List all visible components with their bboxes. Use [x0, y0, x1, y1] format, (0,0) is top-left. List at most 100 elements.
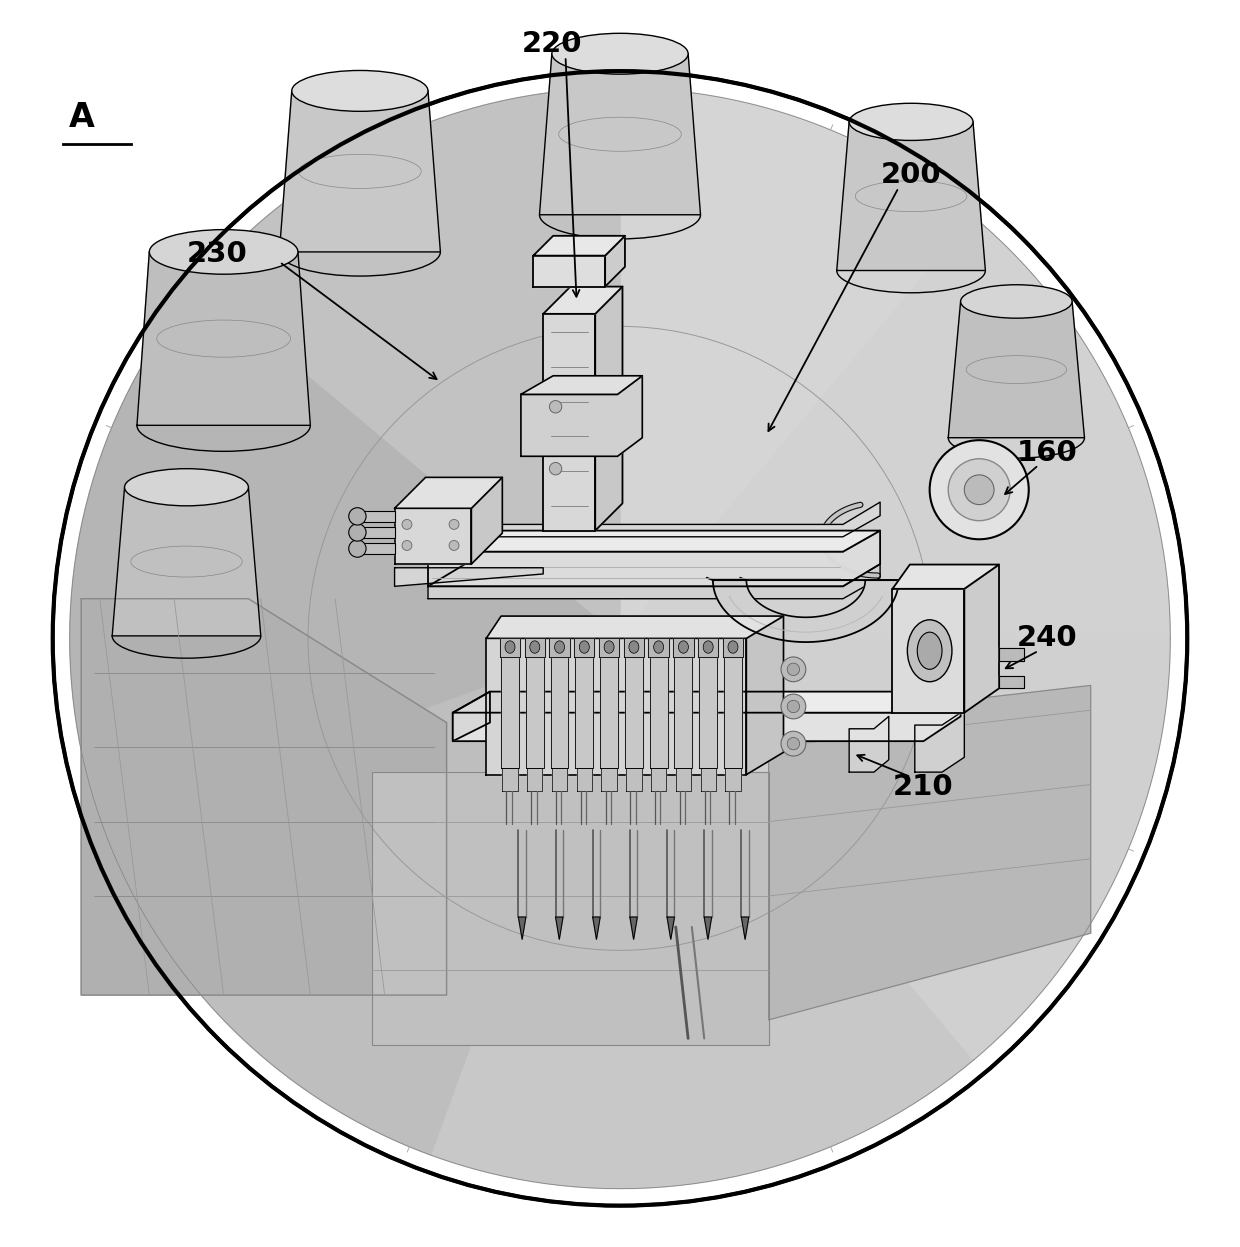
Polygon shape: [599, 638, 619, 657]
Polygon shape: [624, 638, 644, 657]
Polygon shape: [893, 589, 965, 713]
Polygon shape: [394, 478, 502, 509]
Polygon shape: [595, 287, 622, 531]
Polygon shape: [357, 542, 394, 554]
Polygon shape: [428, 503, 880, 536]
Polygon shape: [551, 657, 568, 768]
Polygon shape: [649, 638, 668, 657]
Polygon shape: [725, 768, 740, 791]
Ellipse shape: [149, 229, 298, 274]
Circle shape: [781, 657, 806, 682]
Polygon shape: [357, 527, 394, 537]
Polygon shape: [746, 616, 784, 774]
Polygon shape: [723, 638, 743, 657]
Ellipse shape: [348, 508, 366, 525]
Polygon shape: [521, 375, 642, 456]
Polygon shape: [428, 531, 880, 586]
Polygon shape: [518, 917, 526, 939]
Polygon shape: [556, 917, 563, 939]
Ellipse shape: [961, 284, 1073, 318]
Text: 220: 220: [522, 30, 582, 57]
Polygon shape: [501, 657, 518, 768]
Polygon shape: [525, 638, 544, 657]
Polygon shape: [724, 657, 742, 768]
Polygon shape: [521, 375, 642, 394]
Text: 160: 160: [1017, 439, 1078, 466]
Polygon shape: [533, 236, 625, 256]
Ellipse shape: [849, 104, 973, 141]
Polygon shape: [577, 768, 591, 791]
Polygon shape: [543, 287, 622, 314]
Polygon shape: [698, 638, 718, 657]
Polygon shape: [620, 217, 1171, 638]
Polygon shape: [620, 89, 973, 638]
Polygon shape: [949, 302, 1085, 438]
Circle shape: [781, 695, 806, 718]
Polygon shape: [601, 768, 616, 791]
Polygon shape: [837, 122, 986, 271]
Polygon shape: [198, 89, 620, 638]
Ellipse shape: [124, 469, 248, 506]
Ellipse shape: [629, 641, 639, 653]
Polygon shape: [81, 599, 446, 995]
Polygon shape: [69, 284, 620, 827]
Circle shape: [781, 731, 806, 756]
Polygon shape: [893, 565, 999, 589]
Polygon shape: [453, 692, 961, 741]
Circle shape: [402, 520, 412, 530]
Circle shape: [949, 459, 1011, 521]
Text: 200: 200: [880, 161, 941, 190]
Circle shape: [549, 463, 562, 475]
Polygon shape: [428, 531, 880, 551]
Ellipse shape: [908, 620, 952, 682]
Polygon shape: [600, 657, 618, 768]
Circle shape: [549, 400, 562, 413]
Ellipse shape: [505, 641, 515, 653]
Polygon shape: [675, 657, 692, 768]
Circle shape: [787, 663, 800, 676]
Ellipse shape: [703, 641, 713, 653]
Polygon shape: [453, 692, 961, 713]
Polygon shape: [676, 768, 691, 791]
Polygon shape: [428, 564, 880, 599]
Circle shape: [449, 520, 459, 530]
Polygon shape: [500, 638, 520, 657]
Polygon shape: [650, 657, 667, 768]
Ellipse shape: [552, 34, 688, 74]
Polygon shape: [527, 768, 542, 791]
Polygon shape: [626, 768, 641, 791]
Polygon shape: [667, 917, 675, 939]
Polygon shape: [965, 565, 999, 713]
Ellipse shape: [918, 632, 942, 670]
Polygon shape: [279, 91, 440, 252]
Polygon shape: [625, 657, 642, 768]
Circle shape: [930, 440, 1029, 539]
Polygon shape: [999, 648, 1024, 661]
Polygon shape: [539, 54, 701, 214]
Ellipse shape: [348, 540, 366, 557]
Ellipse shape: [604, 641, 614, 653]
Polygon shape: [432, 638, 973, 1188]
Polygon shape: [620, 638, 1171, 1060]
Ellipse shape: [529, 641, 539, 653]
Polygon shape: [651, 768, 666, 791]
Ellipse shape: [554, 641, 564, 653]
Text: A: A: [68, 101, 94, 135]
Ellipse shape: [678, 641, 688, 653]
Circle shape: [787, 701, 800, 713]
Polygon shape: [103, 638, 620, 1156]
Polygon shape: [502, 768, 517, 791]
Polygon shape: [539, 716, 579, 772]
Polygon shape: [713, 580, 899, 642]
Polygon shape: [999, 676, 1024, 688]
Circle shape: [402, 540, 412, 550]
Polygon shape: [526, 657, 543, 768]
Polygon shape: [394, 509, 471, 564]
Polygon shape: [630, 917, 637, 939]
Ellipse shape: [291, 71, 428, 111]
Polygon shape: [673, 638, 693, 657]
Circle shape: [53, 71, 1187, 1206]
Circle shape: [449, 540, 459, 550]
Ellipse shape: [579, 641, 589, 653]
Polygon shape: [453, 692, 490, 741]
